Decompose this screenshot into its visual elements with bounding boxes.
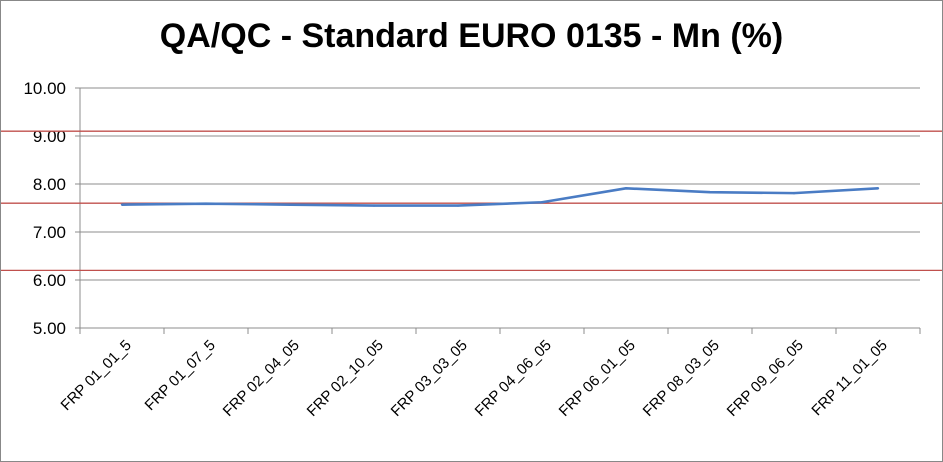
data-point bbox=[120, 203, 124, 206]
x-tick-label: FRP 04_06_05 bbox=[472, 337, 555, 420]
data-point bbox=[708, 190, 712, 194]
x-tick-label: FRP 11_01_05 bbox=[808, 337, 890, 419]
y-tick-label: 10.00 bbox=[23, 79, 66, 98]
x-tick-label: FRP 03_03_05 bbox=[388, 337, 471, 420]
y-tick-label: 9.00 bbox=[33, 127, 66, 146]
x-tick-label: FRP 02_10_05 bbox=[304, 337, 387, 420]
y-tick-label: 8.00 bbox=[33, 175, 66, 194]
data-point bbox=[876, 187, 880, 190]
x-tick-label: FRP 01_07_5 bbox=[142, 337, 219, 414]
data-point bbox=[204, 202, 208, 205]
x-tick-label: FRP 09_06_05 bbox=[724, 337, 807, 420]
x-tick-label: FRP 06_01_05 bbox=[556, 337, 639, 420]
x-tick-label: FRP 08_03_05 bbox=[640, 337, 723, 420]
data-point bbox=[624, 187, 628, 190]
data-point bbox=[540, 201, 544, 204]
chart-title: QA/QC - Standard EURO 0135 - Mn (%) bbox=[159, 17, 784, 55]
y-tick-label: 6.00 bbox=[33, 271, 66, 290]
x-tick-label: FRP 01_01_5 bbox=[58, 337, 135, 414]
data-point bbox=[288, 203, 292, 206]
series-line bbox=[121, 187, 879, 207]
y-tick-label: 5.00 bbox=[33, 319, 66, 338]
y-tick-label: 7.00 bbox=[33, 223, 66, 242]
data-point bbox=[792, 191, 796, 195]
data-point bbox=[372, 204, 376, 207]
data-point bbox=[456, 204, 460, 207]
x-tick-label: FRP 02_04_05 bbox=[220, 337, 303, 420]
